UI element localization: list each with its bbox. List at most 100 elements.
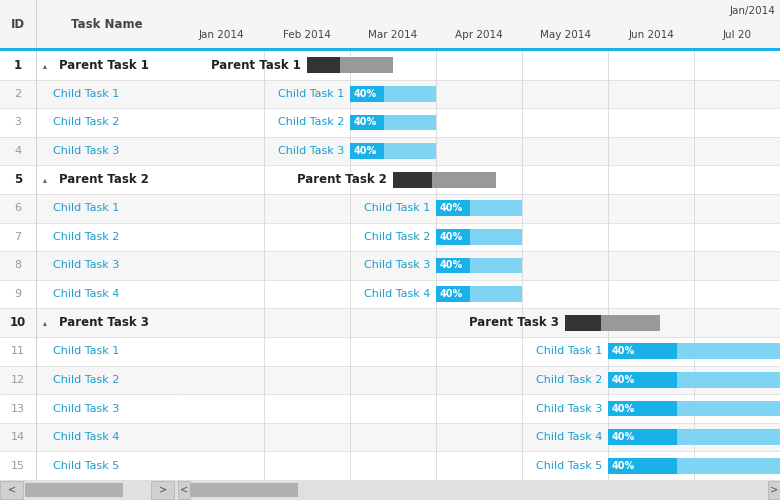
Bar [608,458,677,473]
Text: Jan/2014: Jan/2014 [730,6,775,16]
Bar [178,194,780,222]
Bar [350,86,385,102]
Text: 40%: 40% [612,375,635,385]
Text: 40%: 40% [439,232,463,242]
Text: 3: 3 [14,118,21,128]
Text: 8: 8 [14,260,21,270]
Text: >: > [770,485,778,495]
Text: Child Task 2: Child Task 2 [53,118,120,128]
Bar [393,172,432,188]
Bar [178,51,780,80]
Text: 10: 10 [9,316,26,329]
Bar [151,481,175,499]
Text: Child Task 3: Child Task 3 [53,146,119,156]
Bar [178,108,780,137]
Bar [178,366,780,394]
Text: Parent Task 1: Parent Task 1 [211,59,301,72]
Text: Child Task 3: Child Task 3 [53,260,119,270]
Text: 1: 1 [14,59,22,72]
Bar [0,251,178,280]
Bar [178,452,780,480]
Text: Child Task 3: Child Task 3 [363,260,430,270]
Text: 40%: 40% [439,289,463,299]
Text: Parent Task 2: Parent Task 2 [297,173,387,186]
Bar [0,280,178,308]
Text: <: < [8,485,16,495]
Text: Child Task 1: Child Task 1 [363,204,430,214]
Bar [178,280,780,308]
Bar [677,400,780,416]
Bar [436,200,470,216]
Bar [608,429,677,445]
Text: Child Task 1: Child Task 1 [53,204,119,214]
Text: 4: 4 [14,146,21,156]
Text: 40%: 40% [612,432,635,442]
Text: 12: 12 [11,375,25,385]
Text: 13: 13 [11,404,25,413]
Bar [385,143,436,159]
Text: 40%: 40% [612,404,635,413]
Bar [608,344,677,359]
Text: >: > [159,485,167,495]
Bar [178,48,780,51]
Text: 7: 7 [14,232,21,242]
Text: 40%: 40% [612,346,635,356]
Bar [178,308,780,337]
Text: Child Task 2: Child Task 2 [53,232,120,242]
Text: Parent Task 1: Parent Task 1 [58,59,149,72]
Bar [601,315,660,330]
Bar [350,114,385,130]
Bar [677,458,780,473]
Bar [190,483,299,497]
Text: Child Task 5: Child Task 5 [536,460,602,470]
Text: Child Task 4: Child Task 4 [53,432,120,442]
Bar [178,0,780,48]
Bar [608,372,677,388]
Bar [0,308,178,337]
Bar [178,166,780,194]
Text: Child Task 2: Child Task 2 [53,375,120,385]
Bar [677,344,780,359]
Bar [0,137,178,166]
Bar [0,222,178,251]
Text: Jul 20: Jul 20 [722,30,751,40]
Text: Child Task 3: Child Task 3 [53,404,119,413]
Text: 40%: 40% [353,89,377,99]
Text: Child Task 5: Child Task 5 [53,460,119,470]
Bar [350,143,385,159]
Bar [307,58,339,73]
Bar [0,481,23,499]
Bar [178,481,190,499]
Text: 14: 14 [11,432,25,442]
Bar [436,229,470,245]
Bar [0,394,178,423]
Bar [0,423,178,452]
Bar [178,337,780,366]
Text: Parent Task 3: Parent Task 3 [469,316,559,329]
Text: Parent Task 2: Parent Task 2 [58,173,149,186]
Text: 6: 6 [14,204,21,214]
Text: Child Task 4: Child Task 4 [536,432,602,442]
Text: Mar 2014: Mar 2014 [368,30,417,40]
Text: Child Task 1: Child Task 1 [278,89,344,99]
Text: Child Task 1: Child Task 1 [53,346,119,356]
Bar [178,423,780,452]
Bar [178,80,780,108]
Text: Child Task 3: Child Task 3 [278,146,344,156]
Text: 40%: 40% [353,118,377,128]
Text: 40%: 40% [612,460,635,470]
Text: 40%: 40% [439,260,463,270]
Text: Child Task 1: Child Task 1 [53,89,119,99]
Bar [0,366,178,394]
Text: ▴: ▴ [43,318,47,327]
Bar [432,172,496,188]
Bar [470,286,522,302]
Text: Child Task 2: Child Task 2 [363,232,430,242]
Text: ▴: ▴ [43,61,47,70]
Text: Apr 2014: Apr 2014 [455,30,503,40]
Text: ID: ID [11,18,25,30]
Bar [385,86,436,102]
Bar [0,194,178,222]
Bar [0,166,178,194]
Bar [0,51,178,80]
